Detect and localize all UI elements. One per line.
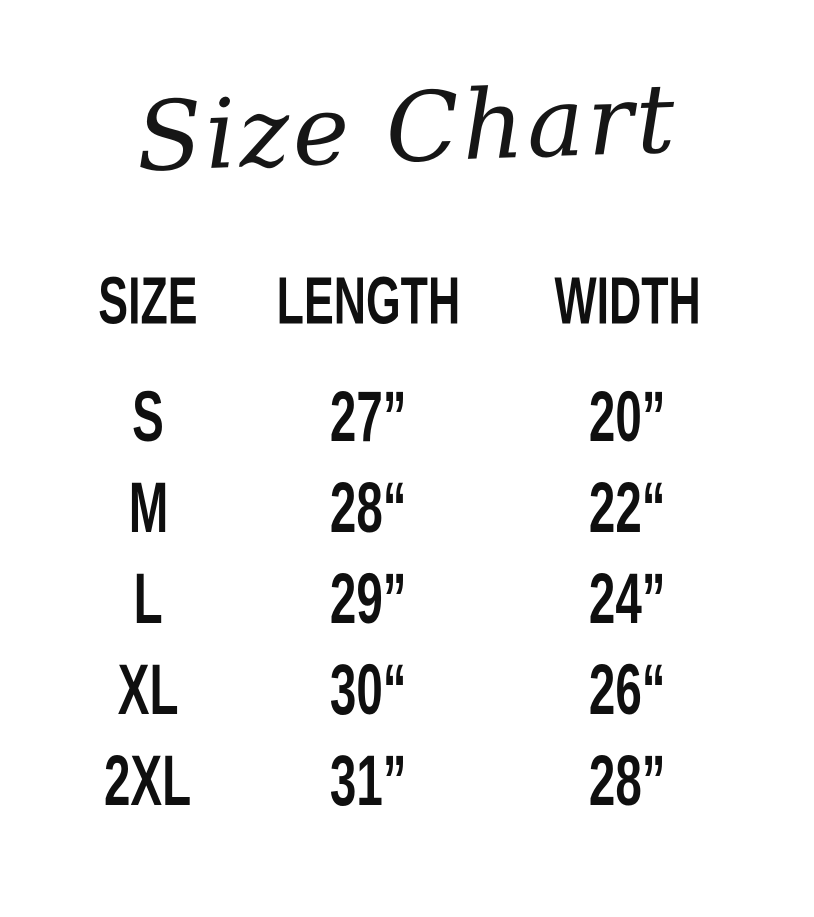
length-value: 28“ [330,466,407,547]
column-header-width: WIDTH [554,264,701,339]
table-row: L 29” 24” [57,552,757,643]
length-value: 31” [330,739,407,820]
width-value: 22“ [589,466,666,547]
size-value: XL [117,648,179,729]
size-value: M [128,466,168,547]
table-row: M 28“ 22“ [57,461,757,552]
size-value: L [133,557,163,638]
table-row: 2XL 31” 28” [57,734,757,825]
width-value: 20” [589,375,666,456]
table-header-row: SIZE LENGTH WIDTH [57,262,757,342]
size-table: SIZE LENGTH WIDTH S 27” 20” M 28“ 22“ L … [57,262,757,825]
length-value: 29” [330,557,407,638]
width-value: 28” [589,739,666,820]
length-value: 30“ [330,648,407,729]
table-row: XL 30“ 26“ [57,643,757,734]
column-header-length: LENGTH [276,264,461,339]
width-value: 24” [589,557,666,638]
table-row: S 27” 20” [57,370,757,461]
size-value: S [132,375,164,456]
width-value: 26“ [589,648,666,729]
column-header-size: SIZE [98,264,198,339]
size-value: 2XL [104,739,192,820]
page-title: Size Chart [134,62,680,194]
length-value: 27” [330,375,407,456]
